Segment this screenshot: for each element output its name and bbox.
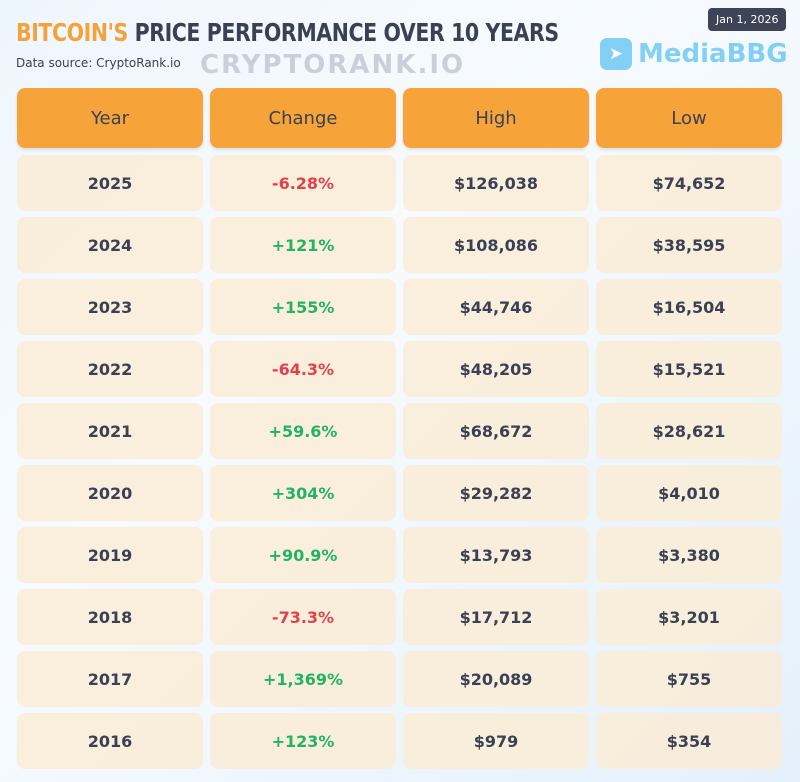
cell-change: +90.9% xyxy=(210,527,396,583)
background-watermark: CRYPTORANK.IO xyxy=(200,50,466,80)
cell-change: -73.3% xyxy=(210,589,396,645)
price-table: Year Change High Low 2025 -6.28% $126,038 $… xyxy=(17,88,782,775)
cell-change: +304% xyxy=(210,465,396,521)
cell-low: $4,010 xyxy=(596,465,782,521)
cell-low: $15,521 xyxy=(596,341,782,397)
cell-change: +59.6% xyxy=(210,403,396,459)
table-row: 2024 +121% $108,086 $38,595 xyxy=(17,217,782,273)
title-accent: BITCOIN'S xyxy=(16,18,128,47)
cell-high: $17,712 xyxy=(403,589,589,645)
cell-year: 2021 xyxy=(17,403,203,459)
cell-low: $3,380 xyxy=(596,527,782,583)
cell-change: -64.3% xyxy=(210,341,396,397)
cell-low: $3,201 xyxy=(596,589,782,645)
cell-high: $44,746 xyxy=(403,279,589,335)
table-row: 2017 +1,369% $20,089 $755 xyxy=(17,651,782,707)
cell-low: $28,621 xyxy=(596,403,782,459)
cell-year: 2022 xyxy=(17,341,203,397)
table-body: 2025 -6.28% $126,038 $74,652 2024 +121% $108,0… xyxy=(17,155,782,769)
cell-low: $16,504 xyxy=(596,279,782,335)
page-title: BITCOIN'S PRICE PERFORMANCE OVER 10 YEAR… xyxy=(16,18,559,47)
cell-change: -6.28% xyxy=(210,155,396,211)
table-row: 2018 -73.3% $17,712 $3,201 xyxy=(17,589,782,645)
cell-high: $48,205 xyxy=(403,341,589,397)
table-row: 2025 -6.28% $126,038 $74,652 xyxy=(17,155,782,211)
header-low: Low xyxy=(596,88,782,148)
table-row: 2019 +90.9% $13,793 $3,380 xyxy=(17,527,782,583)
cell-high: $13,793 xyxy=(403,527,589,583)
date-badge: Jan 1, 2026 xyxy=(708,8,787,31)
cell-year: 2017 xyxy=(17,651,203,707)
cell-change: +155% xyxy=(210,279,396,335)
cell-low: $38,595 xyxy=(596,217,782,273)
cell-high: $108,086 xyxy=(403,217,589,273)
table-row: 2022 -64.3% $48,205 $15,521 xyxy=(17,341,782,397)
table-row: 2020 +304% $29,282 $4,010 xyxy=(17,465,782,521)
title-rest: PRICE PERFORMANCE OVER 10 YEARS xyxy=(127,18,560,47)
table-row: 2023 +155% $44,746 $16,504 xyxy=(17,279,782,335)
cell-year: 2020 xyxy=(17,465,203,521)
cell-change: +1,369% xyxy=(210,651,396,707)
cell-year: 2023 xyxy=(17,279,203,335)
brand-watermark: ➤ MediaBBG xyxy=(600,38,788,70)
cell-year: 2024 xyxy=(17,217,203,273)
table-row: 2021 +59.6% $68,672 $28,621 xyxy=(17,403,782,459)
cell-low: $755 xyxy=(596,651,782,707)
table-row: 2016 +123% $979 $354 xyxy=(17,713,782,769)
brand-watermark-text: MediaBBG xyxy=(638,39,788,69)
data-source: Data source: CryptoRank.io xyxy=(16,56,181,70)
cell-high: $68,672 xyxy=(403,403,589,459)
cell-low: $354 xyxy=(596,713,782,769)
cell-year: 2025 xyxy=(17,155,203,211)
header-high: High xyxy=(403,88,589,148)
cell-year: 2018 xyxy=(17,589,203,645)
table-header: Year Change High Low xyxy=(17,88,782,148)
cell-high: $29,282 xyxy=(403,465,589,521)
cell-high: $126,038 xyxy=(403,155,589,211)
cell-high: $979 xyxy=(403,713,589,769)
cell-change: +121% xyxy=(210,217,396,273)
header-year: Year xyxy=(17,88,203,148)
cell-year: 2019 xyxy=(17,527,203,583)
header-change: Change xyxy=(210,88,396,148)
cell-change: +123% xyxy=(210,713,396,769)
cell-low: $74,652 xyxy=(596,155,782,211)
telegram-icon: ➤ xyxy=(600,38,632,70)
cell-year: 2016 xyxy=(17,713,203,769)
cell-high: $20,089 xyxy=(403,651,589,707)
